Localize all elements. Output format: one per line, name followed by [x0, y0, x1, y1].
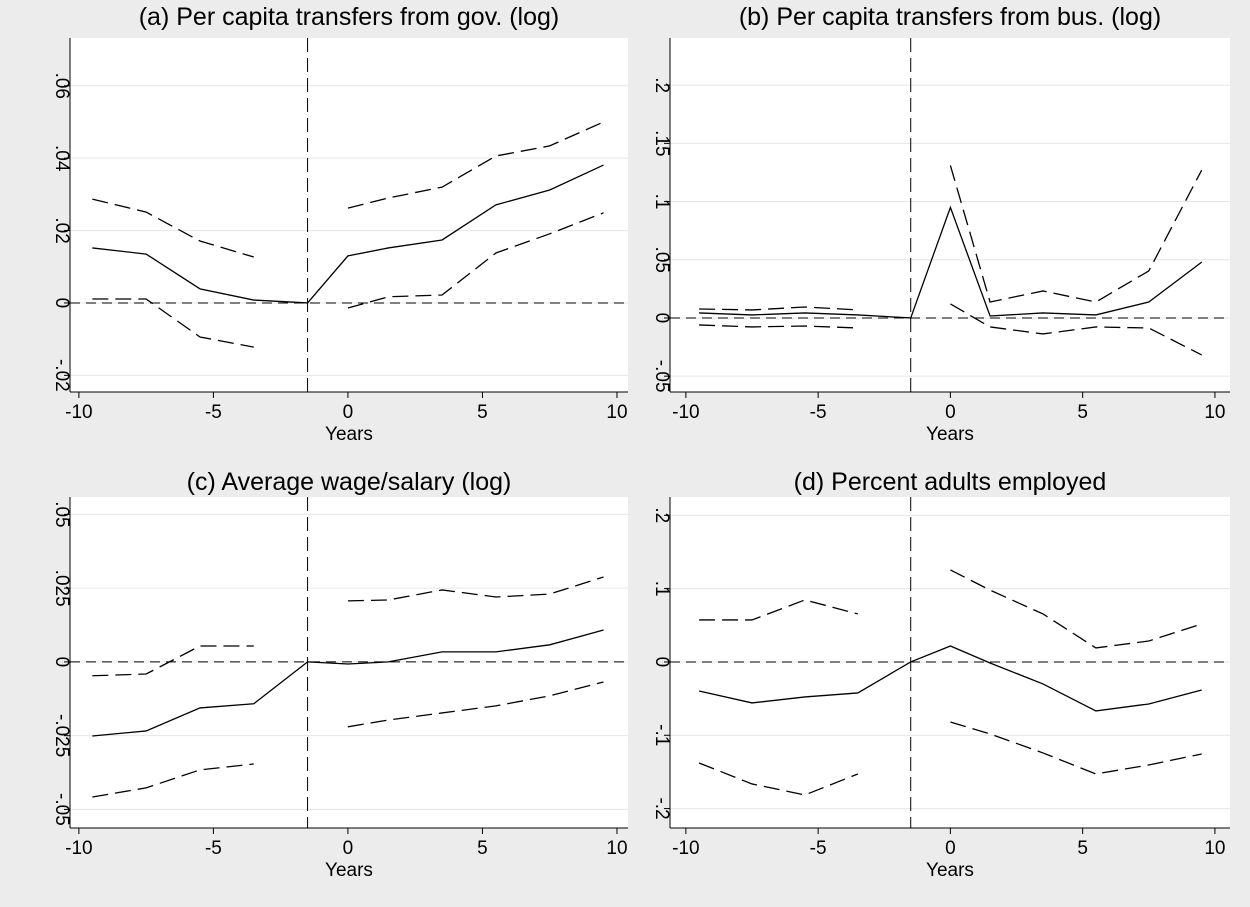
x-tick-label: 0	[945, 838, 956, 859]
x-tick-label: -10	[65, 402, 92, 423]
series-line	[699, 569, 1202, 649]
x-tick-label: 10	[1204, 838, 1225, 859]
y-tick-label: .02	[51, 217, 72, 243]
x-tick-label: -5	[205, 838, 222, 859]
chart-title: (d) Percent adults employed	[794, 468, 1107, 496]
y-tick-label: .1	[651, 194, 672, 210]
series-line	[699, 303, 1202, 356]
x-tick-label: 10	[606, 838, 627, 859]
y-tick-label: 0	[51, 298, 72, 309]
x-tick-label: -5	[810, 402, 827, 423]
y-tick-label: .025	[51, 570, 72, 607]
y-tick-label: -.2	[651, 797, 672, 819]
plot-area	[670, 497, 1230, 828]
series-line	[92, 212, 604, 348]
x-tick-label: 0	[945, 402, 956, 423]
x-axis-label: Years	[325, 860, 373, 881]
plot-area	[70, 497, 628, 828]
x-tick-label: -10	[672, 838, 699, 859]
x-tick-label: 5	[477, 402, 488, 423]
series-line	[92, 164, 604, 304]
x-axis-label: Years	[926, 424, 974, 445]
plot-area	[70, 38, 628, 392]
series-line	[699, 165, 1203, 311]
y-tick-label: .15	[651, 130, 672, 156]
x-tick-label: 5	[1077, 838, 1088, 859]
panel: (d) Percent adults employed -.2 -.1 0 .1 .2 -1…	[651, 468, 1230, 881]
y-tick-label: 0	[51, 657, 72, 668]
y-tick-label: .1	[651, 581, 672, 597]
x-tick-label: 10	[1204, 402, 1225, 423]
series-line	[92, 629, 604, 737]
chart-title: (b) Per capita transfers from bus. (log)	[739, 3, 1161, 31]
x-tick-label: 5	[1077, 402, 1088, 423]
panel: (c) Average wage/salary (log) -.05 -.025 0.…	[51, 468, 628, 881]
y-tick-label: .05	[51, 501, 72, 527]
y-tick-label: -.1	[651, 724, 672, 746]
x-axis-label: Years	[926, 860, 974, 881]
series-line	[92, 576, 604, 677]
panel: (b) Per capita transfers from bus. (log)…	[651, 3, 1230, 445]
panel: (a) Per capita transfers from gov. (log)…	[51, 3, 628, 445]
y-tick-label: 0	[651, 313, 672, 324]
series-line	[92, 121, 604, 258]
y-tick-label: -.025	[51, 714, 72, 757]
y-tick-label: .04	[51, 145, 72, 172]
x-tick-label: 0	[343, 402, 354, 423]
y-tick-label: -.05	[51, 793, 72, 826]
series-line	[698, 721, 1202, 796]
x-tick-label: 0	[343, 838, 354, 859]
y-tick-label: .05	[651, 247, 672, 273]
x-tick-label: -10	[65, 838, 92, 859]
chart-title: (c) Average wage/salary (log)	[187, 468, 512, 496]
series-line	[698, 645, 1202, 712]
y-tick-label: .2	[651, 507, 672, 523]
plot-area	[670, 38, 1230, 392]
x-tick-label: -10	[672, 402, 699, 423]
y-tick-label: -.02	[51, 359, 72, 392]
y-tick-label: .2	[651, 77, 672, 93]
series-line	[92, 681, 604, 798]
x-tick-label: 10	[606, 402, 627, 423]
chart-title: (a) Per capita transfers from gov. (log)	[139, 3, 560, 31]
y-tick-label: -.05	[651, 360, 672, 393]
series-line	[699, 205, 1203, 319]
x-tick-label: -5	[810, 838, 827, 859]
x-tick-label: 5	[477, 838, 488, 859]
y-tick-label: .06	[51, 73, 72, 99]
x-tick-label: -5	[205, 402, 222, 423]
y-tick-label: 0	[651, 657, 672, 668]
x-axis-label: Years	[325, 424, 373, 445]
